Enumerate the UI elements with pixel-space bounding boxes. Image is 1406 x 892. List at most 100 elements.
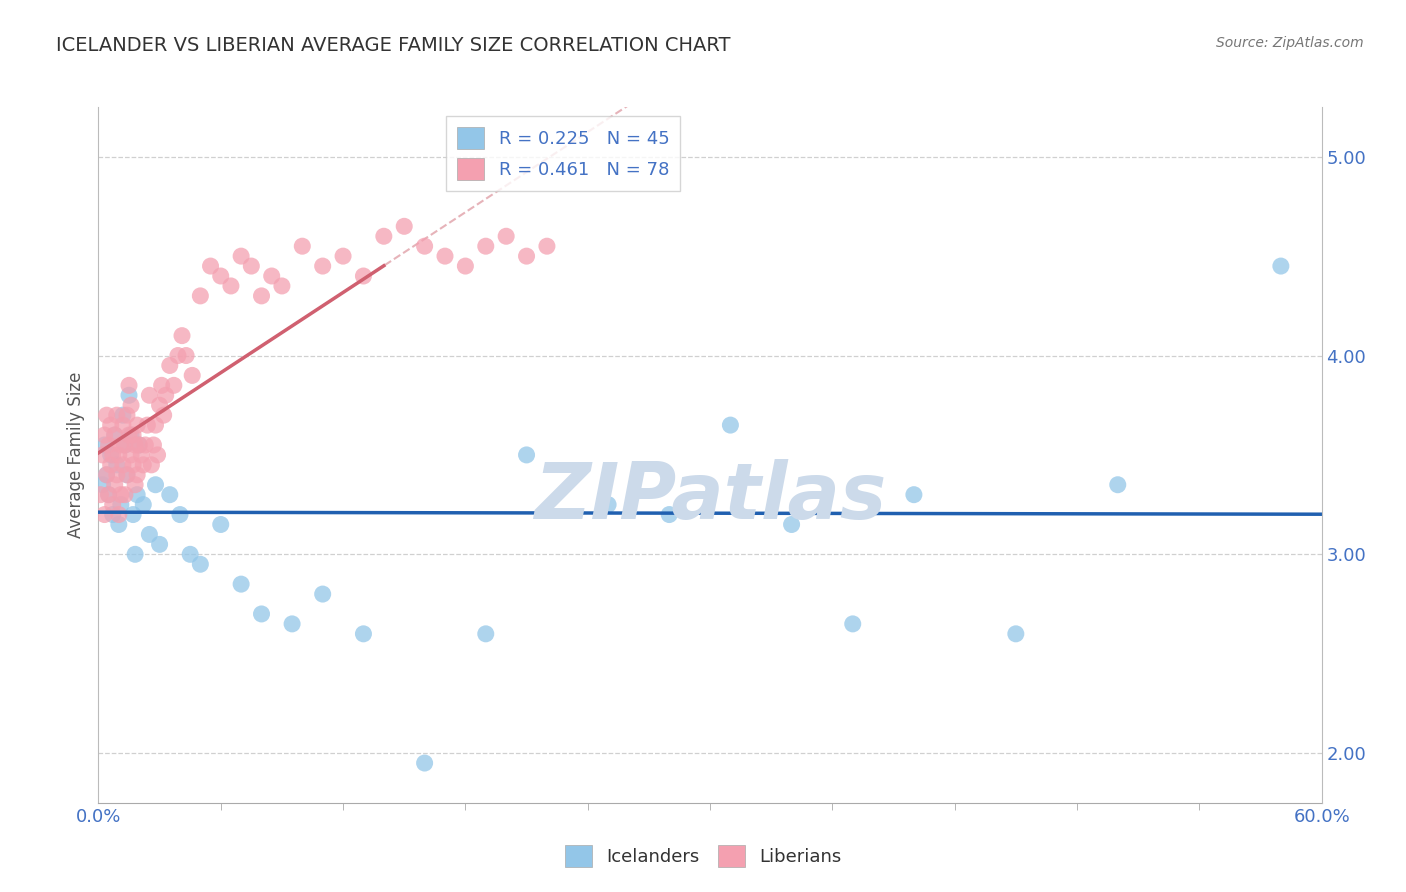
Point <box>495 229 517 244</box>
Point <box>903 488 925 502</box>
Point <box>181 368 204 383</box>
Point <box>97 488 120 502</box>
Point <box>132 458 155 472</box>
Point <box>122 428 145 442</box>
Point <box>209 268 232 283</box>
Point <box>101 498 124 512</box>
Point <box>101 508 124 522</box>
Point <box>128 438 150 452</box>
Point <box>188 289 212 303</box>
Point <box>100 458 122 472</box>
Point <box>114 488 136 502</box>
Text: Source: ZipAtlas.com: Source: ZipAtlas.com <box>1216 36 1364 50</box>
Point <box>104 428 127 442</box>
Point <box>1270 259 1292 273</box>
Y-axis label: Average Family Size: Average Family Size <box>67 372 86 538</box>
Point <box>127 418 149 433</box>
Point <box>100 448 122 462</box>
Point <box>250 607 273 621</box>
Point <box>138 388 160 402</box>
Point <box>93 438 115 452</box>
Point <box>352 268 374 283</box>
Point <box>111 418 134 433</box>
Point <box>413 239 436 253</box>
Point <box>720 418 742 433</box>
Point <box>115 467 138 482</box>
Point <box>1107 477 1129 491</box>
Point <box>122 458 145 472</box>
Point <box>110 498 132 512</box>
Point <box>260 268 283 283</box>
Text: ICELANDER VS LIBERIAN AVERAGE FAMILY SIZE CORRELATION CHART: ICELANDER VS LIBERIAN AVERAGE FAMILY SIZ… <box>56 36 731 54</box>
Point <box>114 438 136 452</box>
Point <box>281 616 304 631</box>
Point <box>149 537 172 551</box>
Point <box>474 239 498 253</box>
Point <box>149 398 172 412</box>
Point <box>111 458 134 472</box>
Point <box>174 349 197 363</box>
Point <box>658 508 681 522</box>
Point <box>120 398 142 412</box>
Point <box>1004 627 1026 641</box>
Point <box>124 438 146 452</box>
Point <box>240 259 263 273</box>
Point <box>89 488 111 502</box>
Point <box>115 408 138 422</box>
Point <box>352 627 374 641</box>
Point <box>392 219 416 234</box>
Point <box>104 428 127 442</box>
Point <box>536 239 558 253</box>
Point <box>179 547 201 561</box>
Point <box>155 388 177 402</box>
Point <box>132 498 155 512</box>
Point <box>270 279 294 293</box>
Point <box>120 448 142 462</box>
Point <box>118 428 141 442</box>
Point <box>474 627 498 641</box>
Point <box>146 448 169 462</box>
Point <box>120 428 142 442</box>
Point <box>124 547 146 561</box>
Point <box>200 259 222 273</box>
Point <box>170 328 193 343</box>
Point <box>188 558 212 572</box>
Point <box>101 448 124 462</box>
Point <box>127 467 149 482</box>
Point <box>128 438 150 452</box>
Point <box>93 428 115 442</box>
Point <box>598 498 620 512</box>
Point <box>373 229 395 244</box>
Point <box>96 408 118 422</box>
Point <box>110 488 132 502</box>
Point <box>105 458 128 472</box>
Point <box>219 279 242 293</box>
Point <box>163 378 186 392</box>
Point <box>100 418 122 433</box>
Point <box>115 467 138 482</box>
Point <box>93 508 115 522</box>
Point <box>169 508 191 522</box>
Point <box>96 467 118 482</box>
Point <box>104 477 127 491</box>
Point <box>136 418 159 433</box>
Point <box>150 378 173 392</box>
Point <box>138 527 160 541</box>
Point <box>108 508 131 522</box>
Point <box>291 239 314 253</box>
Point <box>159 359 181 373</box>
Point <box>231 577 253 591</box>
Point <box>209 517 232 532</box>
Point <box>108 448 131 462</box>
Point <box>159 488 181 502</box>
Point <box>91 477 114 491</box>
Point <box>145 418 167 433</box>
Point <box>105 467 128 482</box>
Point <box>134 438 156 452</box>
Point <box>129 448 152 462</box>
Point <box>434 249 457 263</box>
Point <box>111 408 134 422</box>
Point <box>167 349 190 363</box>
Point <box>108 517 131 532</box>
Point <box>105 408 128 422</box>
